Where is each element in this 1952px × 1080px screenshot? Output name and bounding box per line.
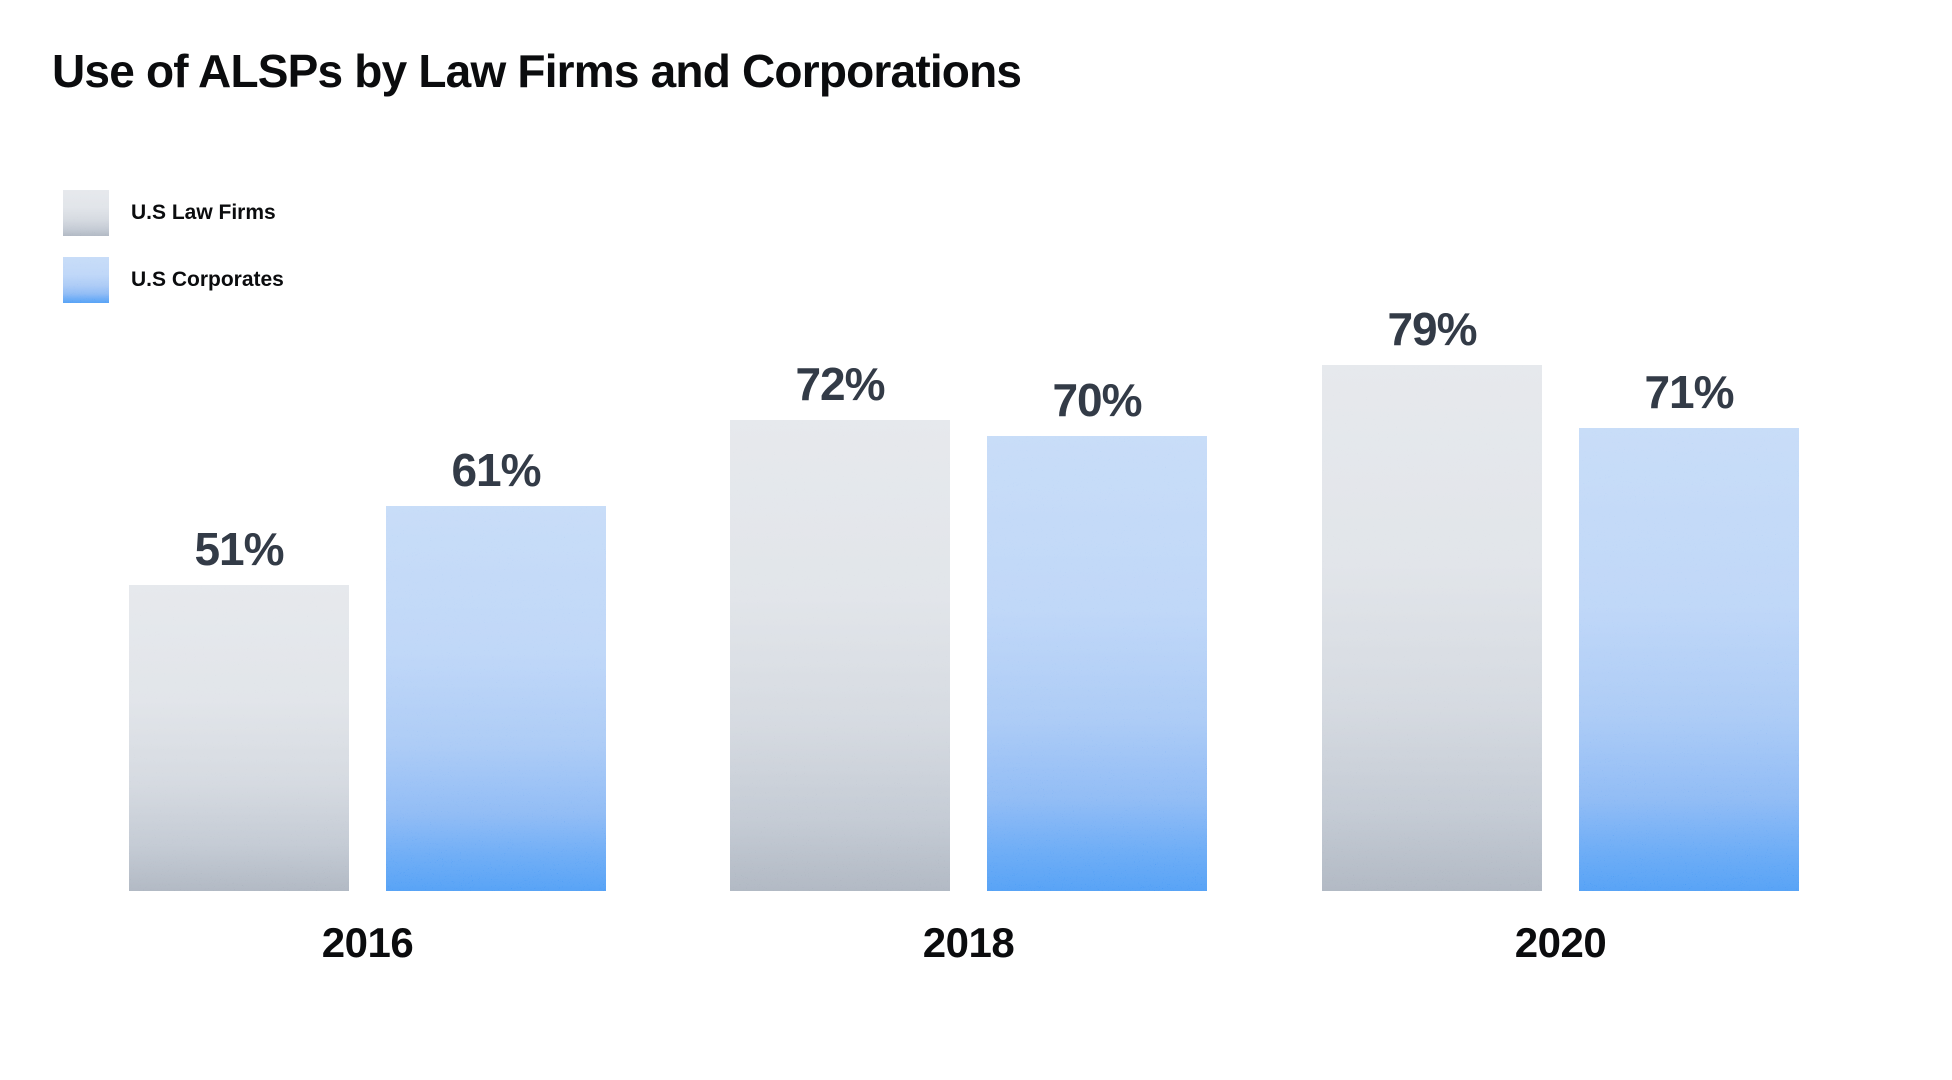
bar-2018-u-s-corporates: [987, 436, 1207, 891]
value-label-2018-u-s-law-firms: 72%: [795, 358, 885, 410]
bar-2018-u-s-law-firms: [730, 420, 950, 891]
grain-texture: [987, 436, 1207, 891]
grain-texture: [63, 190, 109, 236]
bar-2020-u-s-law-firms: [1322, 365, 1542, 891]
grain-texture: [63, 257, 109, 303]
x-tick-2016: 2016: [321, 919, 414, 966]
grain-texture: [1579, 428, 1799, 891]
x-tick-2020: 2020: [1514, 919, 1607, 966]
grain-texture: [129, 585, 349, 891]
value-label-2020-u-s-law-firms: 79%: [1387, 303, 1477, 355]
value-label-2016-u-s-law-firms: 51%: [194, 523, 284, 575]
value-label-2020-u-s-corporates: 71%: [1644, 366, 1734, 418]
value-label-2016-u-s-corporates: 61%: [451, 444, 541, 496]
bar-2016-u-s-corporates: [386, 506, 606, 891]
grain-texture: [730, 420, 950, 891]
legend-item-corporates: U.S Corporates: [63, 257, 284, 303]
legend-label-law-firms: U.S Law Firms: [131, 201, 276, 224]
value-label-2018-u-s-corporates: 70%: [1052, 374, 1142, 426]
bar-2020-u-s-corporates: [1579, 428, 1799, 891]
bar-2016-u-s-law-firms: [129, 585, 349, 891]
x-tick-2018: 2018: [922, 919, 1015, 966]
legend-label-corporates: U.S Corporates: [131, 268, 284, 291]
legend-swatch-law-firms: [63, 190, 109, 236]
chart-title: Use of ALSPs by Law Firms and Corporatio…: [52, 45, 1022, 97]
legend: U.S Law Firms U.S Corporates: [63, 190, 284, 303]
legend-item-law-firms: U.S Law Firms: [63, 190, 284, 236]
grain-texture: [1322, 365, 1542, 891]
grain-texture: [386, 506, 606, 891]
legend-swatch-corporates: [63, 257, 109, 303]
